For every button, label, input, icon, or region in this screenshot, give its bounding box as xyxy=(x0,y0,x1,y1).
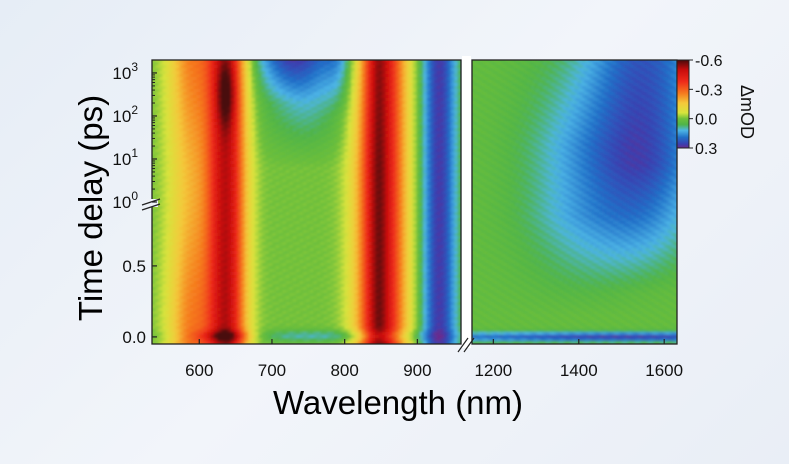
y-tick-label: 0.0 xyxy=(122,328,146,347)
x-tick-label: 700 xyxy=(258,361,286,380)
y-tick-label: 100 xyxy=(112,189,138,212)
x-tick-label: 800 xyxy=(330,361,358,380)
axis-ticks xyxy=(152,59,665,344)
y-tick-label: 103 xyxy=(112,60,138,83)
y-tick-label: 0.5 xyxy=(122,257,146,276)
x-break-mark-1 xyxy=(457,337,469,353)
plot-frame-right xyxy=(471,59,678,345)
x-break-mark-2 xyxy=(463,337,475,353)
axis-tick-labels: 600 700 800 900 1200 1400 1600 0.0 0.5 100 101 102 1… xyxy=(112,60,683,380)
x-tick-label: 1600 xyxy=(645,361,683,380)
heatmap-panel-nir xyxy=(472,60,677,344)
x-axis-break-gap xyxy=(462,56,471,348)
y-break-mark-1 xyxy=(141,198,161,206)
colorbar-tick-label: -0.6 xyxy=(695,53,723,70)
x-axis-title: Wavelength (nm) xyxy=(273,384,523,421)
colorbar-title: ΔmOD xyxy=(737,85,757,139)
x-tick-label: 1200 xyxy=(474,361,512,380)
y-break-mark-2 xyxy=(141,203,161,211)
x-tick-label: 1400 xyxy=(560,361,598,380)
x-tick-label: 600 xyxy=(185,361,213,380)
x-tick-label: 900 xyxy=(403,361,431,380)
y-tick-label: 102 xyxy=(112,103,138,126)
colorbar-tick-label: -0.3 xyxy=(695,82,723,99)
colorbar-tick-label: 0.0 xyxy=(695,112,717,129)
colorbar-tick-label: 0.3 xyxy=(695,141,717,158)
y-axis-break-gap xyxy=(146,199,158,207)
colorbar-ticks: -0.6 -0.3 0.0 0.3 xyxy=(689,53,723,158)
y-axis-title: Time delay (ps) xyxy=(72,95,109,321)
y-tick-label: 101 xyxy=(112,146,138,169)
heatmap-panel-visible xyxy=(152,60,461,344)
colorbar xyxy=(676,59,690,149)
